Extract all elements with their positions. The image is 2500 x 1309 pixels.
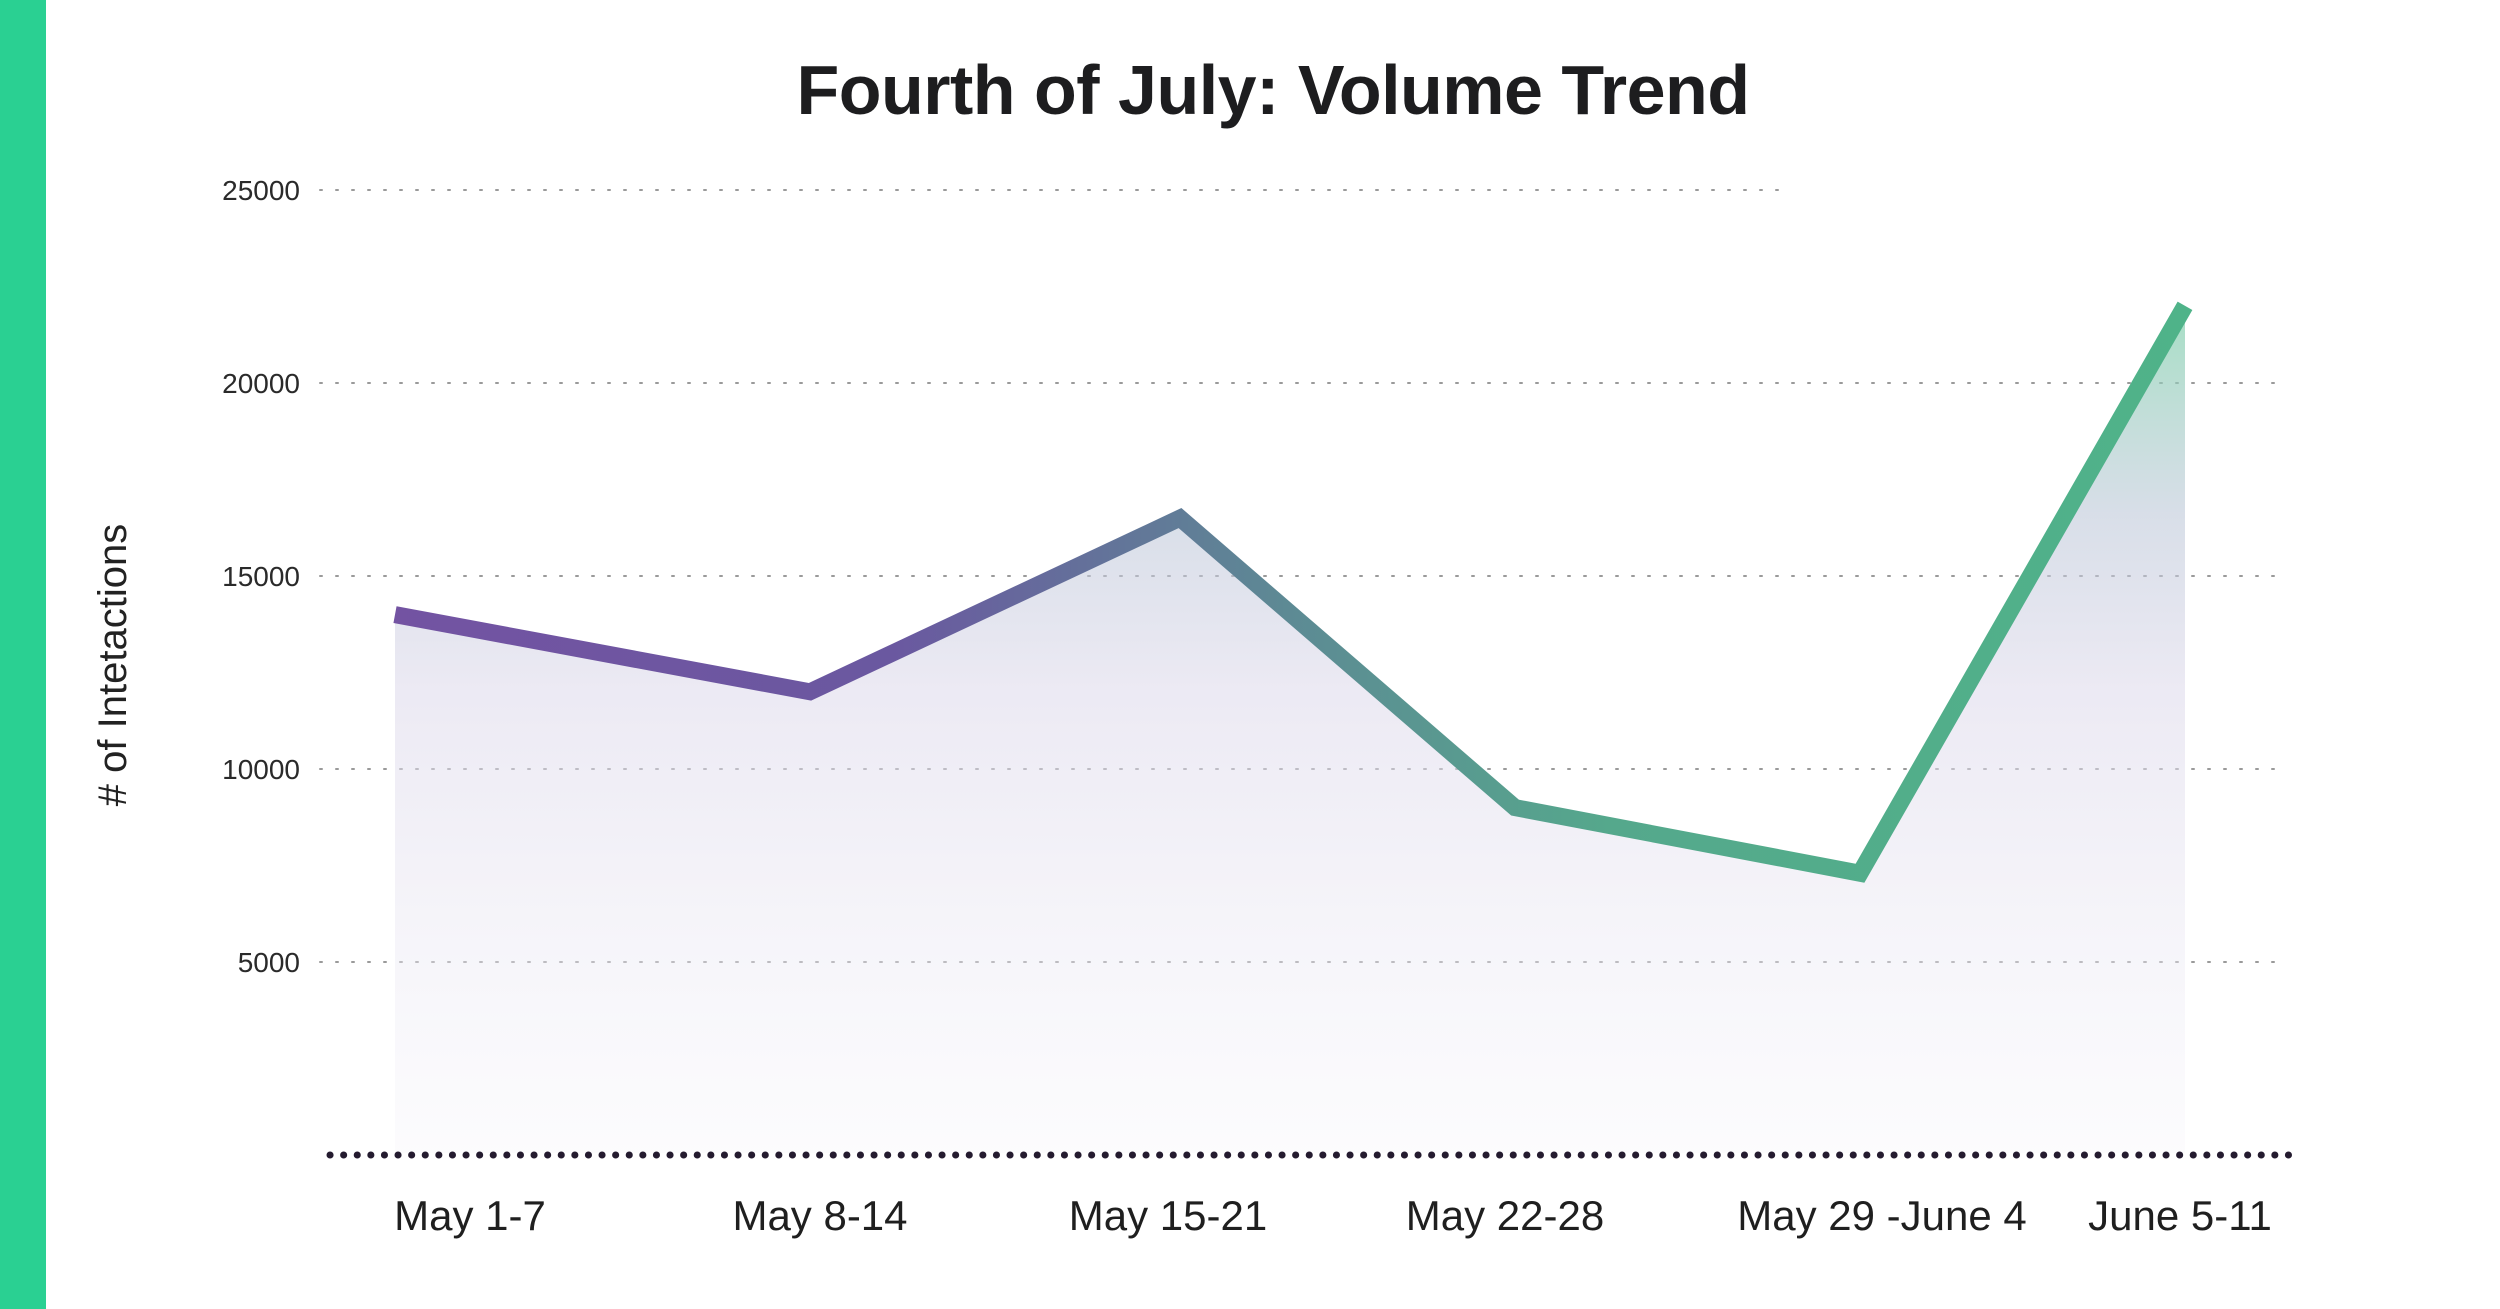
x-tick-label-3: May 15-21 <box>1069 1192 1267 1239</box>
y-tick-label-10000: 10000 <box>222 754 300 785</box>
x-tick-label-2: May 8-14 <box>732 1192 907 1239</box>
area-fill-shape <box>395 305 2185 1153</box>
series-polyline <box>393 301 2193 883</box>
x-tick-label-6: June 5-11 <box>2088 1192 2272 1239</box>
x-tick-label-4: May 22-28 <box>1406 1192 1604 1239</box>
chart-title: Fourth of July: Volume Trend <box>796 51 1750 129</box>
x-tick-labels: May 1-7 May 8-14 May 15-21 May 22-28 May 29 … <box>394 1192 2272 1239</box>
area-fill <box>395 305 2185 1153</box>
y-tick-label-25000: 25000 <box>222 175 300 206</box>
y-tick-label-15000: 15000 <box>222 561 300 592</box>
accent-bar <box>0 0 46 1309</box>
series-line <box>393 301 2193 883</box>
y-tick-labels: 5000 10000 15000 20000 25000 <box>222 175 300 978</box>
x-tick-label-1: May 1-7 <box>394 1192 546 1239</box>
y-tick-label-20000: 20000 <box>222 368 300 399</box>
x-tick-label-5: May 29 -June 4 <box>1737 1192 2027 1239</box>
y-tick-label-5000: 5000 <box>238 947 300 978</box>
y-axis-title: # of Intetactions <box>91 524 135 806</box>
